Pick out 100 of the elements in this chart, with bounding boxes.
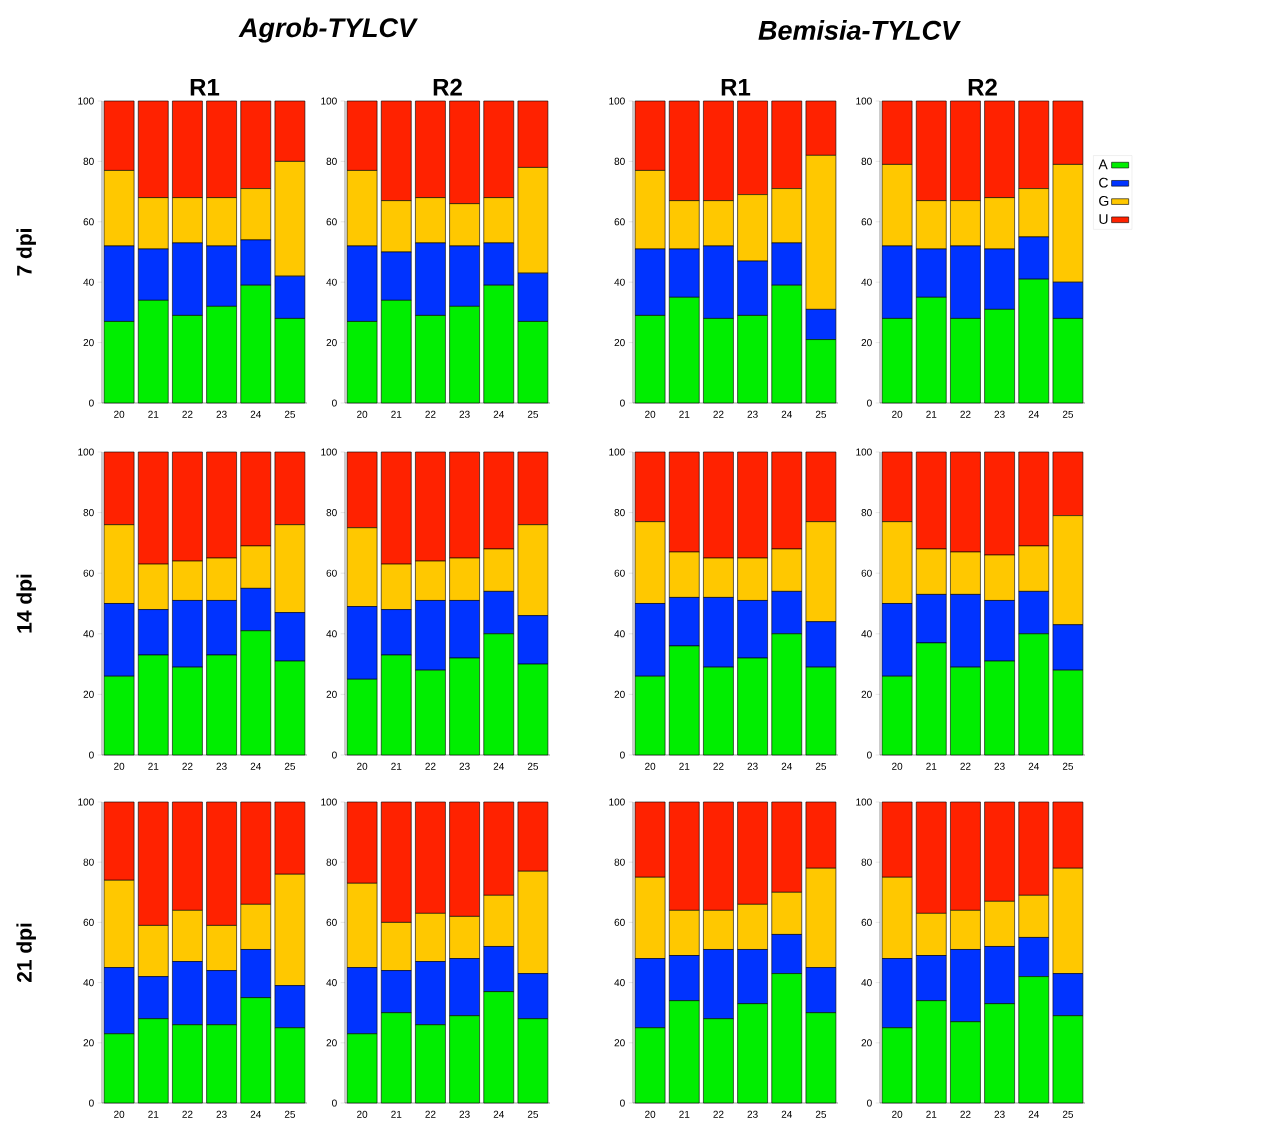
chart-title: R2 (433, 78, 462, 96)
x-tick-label: 22 (182, 762, 193, 770)
x-tick-label: 22 (960, 410, 971, 418)
y-tick-label: 40 (861, 630, 872, 638)
x-tick-label: 25 (1062, 1110, 1074, 1118)
y-axis-title: 21 dpi (16, 923, 36, 983)
chart-title: R1 (721, 78, 751, 96)
x-tick-label: 21 (679, 762, 690, 770)
y-tick-label: 40 (861, 278, 872, 286)
y-tick-label: 0 (620, 751, 625, 759)
x-tick-label: 23 (216, 410, 227, 418)
y-tick-label: 100 (609, 798, 625, 806)
x-tick-label: 25 (527, 1110, 539, 1118)
x-tick-label: 23 (747, 762, 758, 770)
y-tick-label: 20 (614, 690, 625, 698)
x-tick-label: 20 (357, 762, 368, 770)
x-tick-label: 24 (1028, 762, 1040, 770)
x-tick-label: 23 (459, 410, 470, 418)
x-tick-label: 25 (284, 762, 296, 770)
y-tick-label: 80 (614, 858, 625, 866)
x-tick-label: 24 (1028, 410, 1040, 418)
x-tick-label: 25 (815, 762, 827, 770)
chart-title: R2 (968, 78, 997, 96)
y-tick-label: 40 (861, 979, 872, 987)
y-tick-label: 80 (614, 157, 625, 165)
y-tick-label: 20 (83, 339, 94, 347)
y-tick-label: 60 (614, 569, 625, 577)
text: Agrob-TYLCV (238, 17, 418, 43)
x-tick-label: 21 (926, 762, 937, 770)
y-tick-label: 40 (83, 278, 94, 286)
x-tick-label: 22 (713, 1110, 724, 1118)
x-tick-label: 23 (994, 410, 1005, 418)
x-tick-label: 24 (250, 762, 262, 770)
y-tick-label: 60 (83, 218, 94, 226)
x-tick-label: 21 (679, 1110, 690, 1118)
x-tick-label: 21 (391, 762, 402, 770)
y-tick-label: 40 (326, 630, 337, 638)
y-tick-label: 100 (78, 798, 94, 806)
x-tick-label: 23 (994, 1110, 1005, 1118)
y-tick-label: 60 (326, 918, 337, 926)
y-tick-label: 0 (620, 1099, 625, 1107)
y-tick-label: 0 (620, 399, 625, 407)
y-tick-label: 20 (83, 1039, 94, 1047)
y-tick-label: 80 (83, 157, 94, 165)
x-tick-label: 22 (425, 410, 436, 418)
x-tick-label: 25 (815, 1110, 827, 1118)
y-tick-label: 20 (861, 690, 872, 698)
y-tick-label: 40 (614, 278, 625, 286)
x-tick-label: 21 (148, 410, 159, 418)
y-tick-label: 20 (326, 339, 337, 347)
y-tick-label: 80 (326, 509, 337, 517)
y-tick-label: 100 (609, 448, 625, 456)
x-tick-label: 24 (493, 1110, 505, 1118)
y-tick-label: 0 (89, 751, 94, 759)
y-tick-label: 100 (856, 97, 872, 105)
x-tick-label: 23 (459, 762, 470, 770)
y-tick-label: 20 (614, 339, 625, 347)
x-tick-label: 23 (216, 762, 227, 770)
x-tick-label: 24 (781, 1110, 793, 1118)
x-tick-label: 22 (713, 762, 724, 770)
x-tick-label: 23 (459, 1110, 470, 1118)
legend-label: G (1099, 195, 1109, 206)
x-tick-label: 20 (114, 1110, 125, 1118)
x-tick-label: 20 (114, 410, 125, 418)
y-tick-label: 40 (83, 979, 94, 987)
y-tick-label: 80 (861, 157, 872, 165)
y-tick-label: 80 (326, 858, 337, 866)
x-tick-label: 24 (1028, 1110, 1040, 1118)
y-axis-title: 14 dpi (16, 574, 36, 633)
y-tick-label: 100 (321, 97, 337, 105)
y-tick-label: 60 (861, 569, 872, 577)
y-tick-label: 80 (83, 858, 94, 866)
y-tick-label: 0 (332, 751, 337, 759)
x-tick-label: 20 (645, 1110, 656, 1118)
x-tick-label: 21 (926, 1110, 937, 1118)
y-tick-label: 20 (326, 1039, 337, 1047)
x-tick-label: 24 (250, 1110, 262, 1118)
x-tick-label: 21 (391, 410, 402, 418)
y-tick-label: 100 (78, 97, 94, 105)
y-tick-label: 20 (861, 339, 872, 347)
x-tick-label: 22 (182, 1110, 193, 1118)
y-tick-label: 60 (83, 569, 94, 577)
y-tick-label: 80 (861, 509, 872, 517)
x-tick-label: 23 (747, 1110, 758, 1118)
x-tick-label: 25 (527, 762, 539, 770)
x-tick-label: 22 (182, 410, 193, 418)
y-tick-label: 0 (332, 1099, 337, 1107)
text: Bemisia-TYLCV (758, 20, 961, 40)
y-tick-label: 80 (614, 509, 625, 517)
x-tick-label: 24 (493, 762, 505, 770)
x-tick-label: 24 (781, 410, 793, 418)
x-tick-label: 25 (284, 410, 296, 418)
x-tick-label: 20 (892, 1110, 903, 1118)
x-tick-label: 22 (960, 1110, 971, 1118)
x-tick-label: 23 (994, 762, 1005, 770)
y-tick-label: 100 (856, 798, 872, 806)
y-tick-label: 100 (856, 448, 872, 456)
x-tick-label: 25 (1062, 762, 1074, 770)
x-tick-label: 24 (781, 762, 793, 770)
x-tick-label: 20 (114, 762, 125, 770)
